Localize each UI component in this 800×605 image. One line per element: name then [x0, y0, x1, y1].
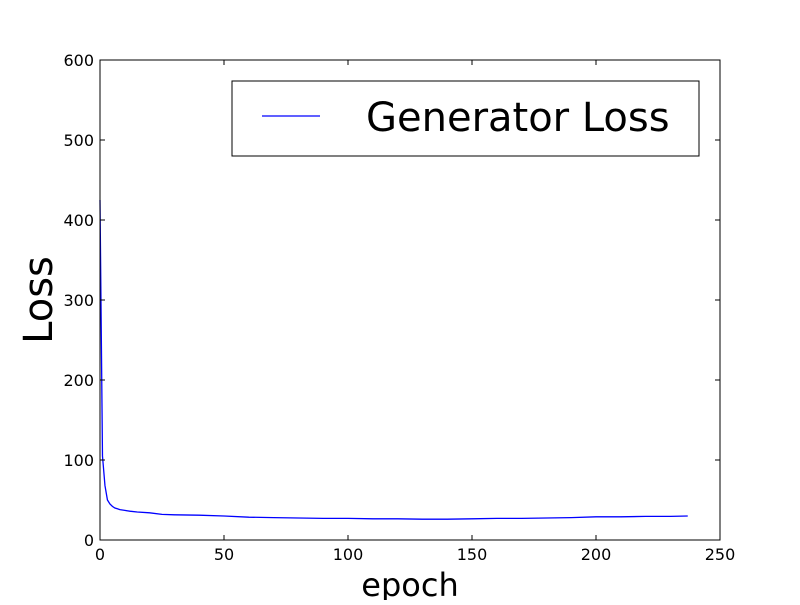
legend-box: [231, 80, 700, 157]
y-tick-label: 200: [63, 371, 94, 390]
x-tick-label: 0: [95, 545, 105, 564]
x-tick-label: 250: [705, 545, 736, 564]
y-tick-label: 600: [63, 51, 94, 70]
x-tick-label: 100: [333, 545, 364, 564]
y-tick-label: 400: [63, 211, 94, 230]
ticks-layer: 0 50 100 150 200 250 0 100 200 300 400 500 600: [63, 51, 735, 564]
series-line-generator-loss: [99, 199, 688, 520]
legend-label: Generator Loss: [366, 95, 670, 141]
y-tick-label: 0: [84, 531, 94, 550]
y-axis-label: Loss: [16, 256, 62, 344]
y-tick-label: 100: [63, 451, 94, 470]
y-tick-label: 500: [63, 131, 94, 150]
plot-layer: [99, 199, 688, 520]
x-tick-label: 50: [214, 545, 234, 564]
y-tick-label: 300: [63, 291, 94, 310]
x-tick-label: 150: [457, 545, 488, 564]
x-tick-label: 200: [581, 545, 612, 564]
x-axis-label: epoch: [361, 566, 458, 600]
legend: Generator Loss: [231, 80, 700, 157]
